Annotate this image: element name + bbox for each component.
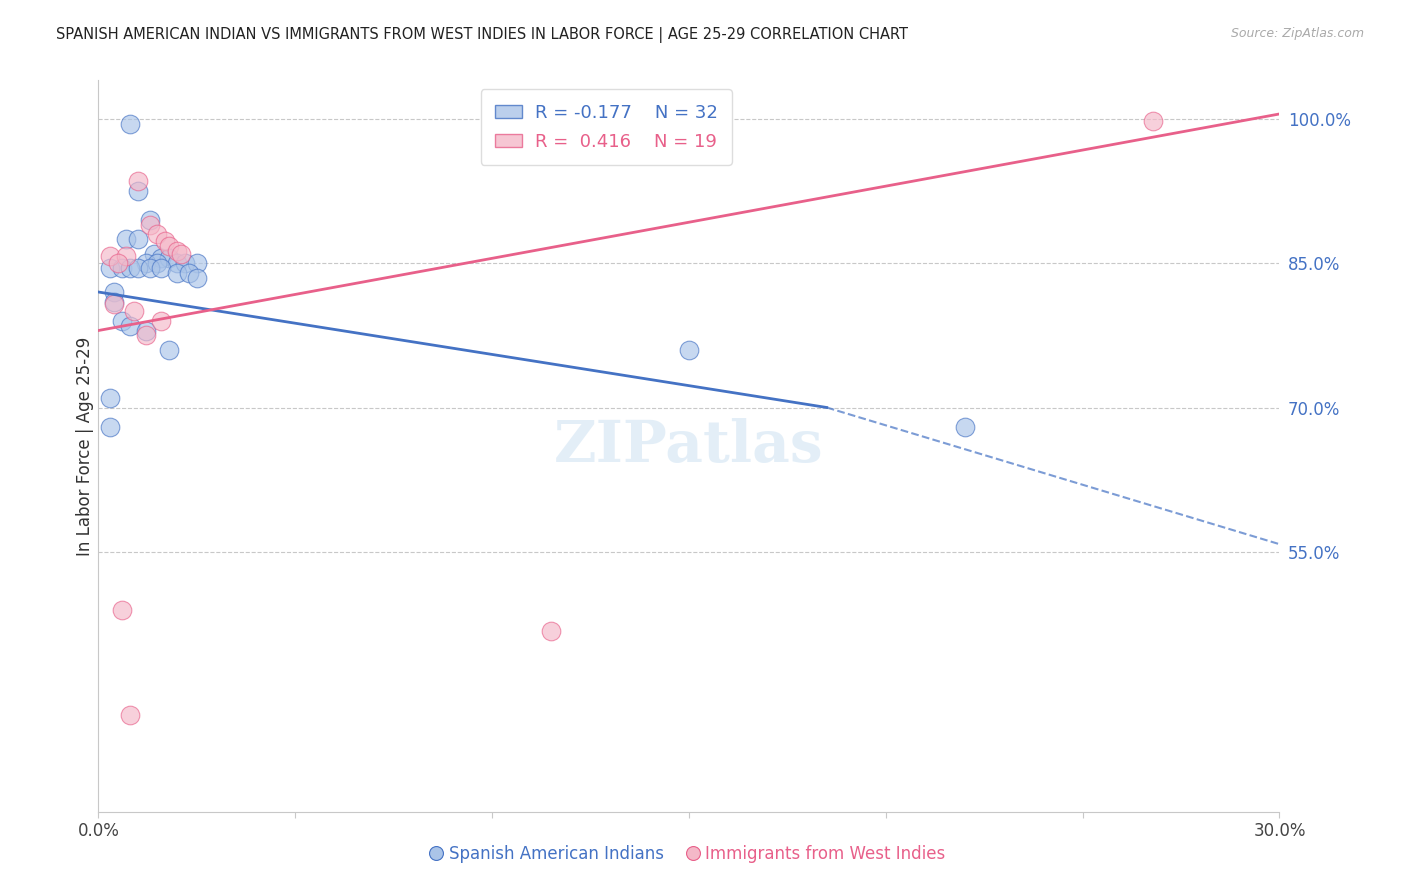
Point — [118, 318, 141, 333]
Point — [138, 218, 160, 232]
Point — [135, 324, 157, 338]
Point — [111, 314, 134, 328]
Point — [953, 419, 976, 434]
Point — [135, 256, 157, 270]
Point — [166, 256, 188, 270]
Point — [115, 249, 138, 263]
Point — [150, 260, 173, 275]
Point — [138, 260, 160, 275]
Point — [103, 296, 125, 310]
Point — [98, 260, 121, 275]
Text: SPANISH AMERICAN INDIAN VS IMMIGRANTS FROM WEST INDIES IN LABOR FORCE | AGE 25-2: SPANISH AMERICAN INDIAN VS IMMIGRANTS FR… — [56, 27, 908, 43]
Point — [103, 285, 125, 299]
Point — [540, 624, 562, 638]
Point — [111, 260, 134, 275]
Point — [115, 232, 138, 246]
Point — [174, 256, 197, 270]
Point — [157, 252, 180, 266]
Point — [170, 246, 193, 260]
Legend: Spanish American Indians, Immigrants from West Indies: Spanish American Indians, Immigrants fro… — [426, 838, 952, 869]
Point — [155, 234, 177, 248]
Point — [146, 256, 169, 270]
Point — [98, 391, 121, 405]
Text: Source: ZipAtlas.com: Source: ZipAtlas.com — [1230, 27, 1364, 40]
Point — [166, 244, 188, 258]
Point — [127, 260, 149, 275]
Point — [678, 343, 700, 357]
Y-axis label: In Labor Force | Age 25-29: In Labor Force | Age 25-29 — [76, 336, 94, 556]
Point — [98, 249, 121, 263]
Point — [122, 304, 145, 318]
Point — [127, 232, 149, 246]
Point — [98, 419, 121, 434]
Point — [150, 252, 173, 266]
Point — [107, 256, 129, 270]
Point — [111, 602, 134, 616]
Point — [127, 184, 149, 198]
Point — [619, 113, 641, 128]
Point — [186, 256, 208, 270]
Point — [127, 174, 149, 188]
Point — [150, 314, 173, 328]
Point — [157, 343, 180, 357]
Point — [166, 266, 188, 280]
Point — [118, 117, 141, 131]
Point — [135, 328, 157, 343]
Point — [118, 708, 141, 723]
Point — [103, 294, 125, 309]
Point — [177, 266, 200, 280]
Point — [118, 260, 141, 275]
Point — [186, 270, 208, 285]
Point — [142, 246, 165, 260]
Point — [146, 227, 169, 242]
Text: ZIPatlas: ZIPatlas — [554, 418, 824, 474]
Point — [1142, 113, 1164, 128]
Point — [157, 239, 180, 253]
Point — [138, 212, 160, 227]
